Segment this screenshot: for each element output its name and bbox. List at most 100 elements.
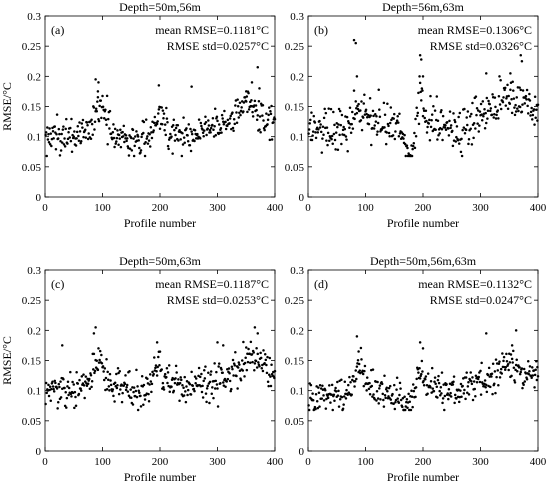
data-point (230, 365, 234, 368)
data-point (355, 377, 358, 381)
data-point (58, 132, 61, 136)
data-point (128, 147, 132, 150)
data-point (518, 372, 522, 376)
data-point (349, 380, 352, 384)
data-point (510, 97, 513, 101)
data-point (191, 384, 195, 388)
data-point (376, 380, 379, 384)
data-point (454, 140, 458, 143)
data-point (96, 368, 100, 372)
data-point (260, 367, 264, 370)
data-point (342, 133, 346, 137)
data-point (201, 396, 205, 399)
data-point (469, 127, 472, 130)
data-point (107, 378, 110, 381)
data-point (86, 124, 89, 127)
data-point (432, 104, 435, 108)
data-point (353, 385, 356, 388)
data-point (122, 384, 126, 387)
data-point (209, 370, 213, 373)
data-point (398, 381, 402, 385)
data-point (174, 377, 177, 380)
data-point (393, 112, 396, 116)
data-point (505, 97, 508, 100)
data-point (322, 394, 325, 397)
data-point (508, 361, 512, 364)
data-point (424, 378, 427, 381)
data-point (261, 369, 265, 373)
data-point (245, 95, 249, 98)
data-point (307, 132, 310, 135)
data-point (134, 389, 138, 393)
data-point (459, 389, 462, 392)
data-point (50, 387, 53, 391)
data-point (443, 126, 447, 129)
x-tick-label: 100 (357, 202, 374, 214)
data-point (211, 117, 215, 120)
data-point (183, 141, 186, 145)
data-point (531, 366, 534, 369)
data-point (105, 358, 108, 361)
data-point (380, 382, 384, 386)
data-point (132, 137, 135, 140)
data-point (365, 376, 369, 379)
data-point (85, 384, 89, 387)
data-point (338, 398, 342, 401)
data-point (388, 135, 391, 138)
data-point (89, 373, 93, 377)
data-point (253, 362, 257, 365)
data-point (490, 372, 494, 376)
data-point (480, 119, 484, 122)
data-point (46, 138, 50, 141)
data-point (414, 395, 417, 399)
data-point (485, 332, 488, 335)
data-point (440, 392, 443, 395)
data-point (59, 149, 63, 152)
data-point (475, 113, 478, 117)
data-point (61, 141, 64, 144)
data-point (121, 391, 124, 395)
data-point (525, 378, 529, 381)
y-tick-label: 0.1 (27, 132, 41, 144)
data-point (429, 386, 432, 389)
data-point (215, 370, 218, 374)
data-point (193, 139, 196, 143)
data-point (101, 94, 104, 98)
y-tick-label: 0.25 (22, 295, 42, 307)
data-point (213, 387, 217, 390)
data-point (465, 371, 468, 374)
data-point (382, 101, 386, 105)
data-point (368, 393, 372, 396)
data-point (467, 138, 471, 141)
data-point (311, 392, 314, 395)
data-point (129, 388, 132, 391)
data-point (326, 131, 330, 135)
data-point (418, 53, 422, 57)
data-point (465, 116, 468, 119)
data-point (496, 369, 499, 372)
data-point (261, 103, 265, 107)
data-point (190, 85, 193, 88)
data-point (79, 141, 82, 145)
data-point (423, 116, 426, 120)
data-point (213, 125, 216, 128)
data-point (118, 137, 121, 140)
data-point (67, 393, 70, 397)
data-point (386, 390, 389, 393)
data-point (428, 118, 431, 122)
data-point (220, 113, 224, 117)
data-point (520, 110, 524, 113)
data-point (79, 387, 82, 390)
data-point (185, 385, 188, 388)
y-tick-label: 0 (36, 192, 42, 204)
data-point (63, 145, 67, 148)
data-point (205, 400, 208, 404)
data-point (147, 392, 150, 396)
data-point (387, 395, 390, 398)
data-point (522, 367, 526, 371)
data-point (82, 384, 86, 387)
data-point (494, 391, 497, 395)
data-point (73, 130, 76, 133)
data-point (393, 137, 397, 141)
data-point (113, 145, 116, 149)
